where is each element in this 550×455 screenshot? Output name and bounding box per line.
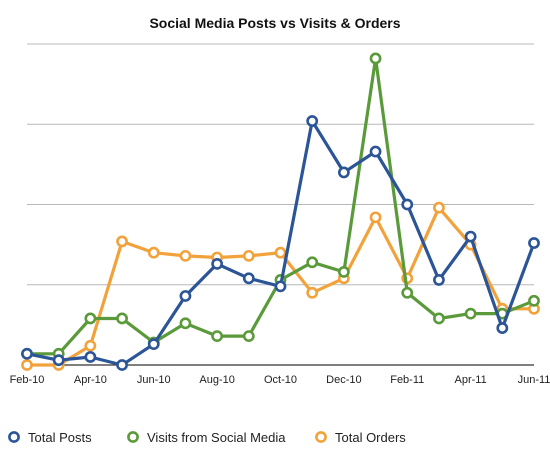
data-point-visits-from-social-media	[369, 52, 382, 65]
data-point-visits-from-social-media	[528, 294, 540, 307]
data-point-visits-from-social-media	[242, 330, 255, 343]
legend-label: Total Posts	[28, 430, 92, 445]
data-point-total-posts	[496, 322, 509, 334]
chart-title: Social Media Posts vs Visits & Orders	[149, 15, 400, 31]
data-point-total-orders	[433, 201, 445, 214]
data-point-visits-from-social-media	[84, 312, 97, 325]
data-point-total-posts	[433, 274, 445, 286]
data-point-total-orders	[369, 211, 382, 224]
data-point-total-posts	[52, 354, 65, 367]
data-point-total-posts	[116, 359, 128, 371]
data-point-total-orders	[179, 249, 192, 262]
data-point-visits-from-social-media	[337, 266, 350, 278]
x-tick-label: Oct-10	[264, 374, 297, 386]
legend-marker	[315, 431, 327, 443]
data-point-visits-from-social-media	[433, 312, 445, 325]
data-point-visits-from-social-media	[179, 317, 192, 330]
x-tick-label: Dec-10	[326, 374, 361, 386]
data-point-visits-from-social-media	[401, 286, 414, 299]
x-tick-label: Feb-10	[10, 374, 45, 386]
data-point-total-posts	[401, 198, 414, 211]
series-lines	[21, 52, 540, 371]
x-tick-label: Aug-10	[199, 374, 234, 386]
legend-marker	[127, 431, 139, 443]
data-point-total-orders	[84, 339, 97, 352]
data-point-total-posts	[147, 338, 160, 351]
x-tick-label: Jun-10	[137, 374, 171, 386]
x-tick-label: Apr-10	[74, 374, 107, 386]
data-point-total-posts	[528, 237, 540, 249]
data-point-total-orders	[147, 246, 160, 259]
series-line-total-posts	[26, 119, 536, 367]
data-point-total-posts	[274, 280, 287, 293]
legend-label: Visits from Social Media	[147, 430, 286, 445]
legend-marker	[8, 431, 20, 443]
data-point-total-orders	[306, 286, 319, 299]
legend-label: Total Orders	[335, 430, 406, 445]
data-point-total-posts	[306, 115, 319, 127]
x-tick-label: Feb-11	[390, 374, 424, 386]
data-point-total-orders	[274, 246, 287, 259]
x-tick-label: Apr-11	[455, 374, 487, 386]
data-point-total-posts	[84, 351, 97, 363]
legend: Total Posts Visits from Social Media Total…	[8, 430, 406, 445]
data-point-total-posts	[337, 166, 350, 179]
data-point-visits-from-social-media	[211, 330, 224, 343]
data-point-total-posts	[242, 272, 255, 285]
data-point-total-orders	[21, 359, 33, 371]
gridlines	[27, 43, 534, 366]
data-point-visits-from-social-media	[306, 256, 319, 269]
data-point-total-posts	[369, 145, 382, 158]
data-point-total-posts	[211, 257, 224, 270]
data-point-total-orders	[116, 235, 128, 248]
data-point-total-posts	[21, 347, 33, 360]
data-point-total-orders	[242, 249, 255, 262]
data-point-total-posts	[464, 230, 477, 243]
data-point-total-posts	[179, 290, 192, 302]
x-axis-ticks: Feb-10 Apr-10 Jun-10 Aug-10 Oct-10 Dec-10 Feb-…	[10, 374, 550, 386]
x-tick-label: Jun-11	[518, 374, 550, 386]
data-point-visits-from-social-media	[116, 312, 128, 325]
data-point-visits-from-social-media	[464, 307, 477, 320]
